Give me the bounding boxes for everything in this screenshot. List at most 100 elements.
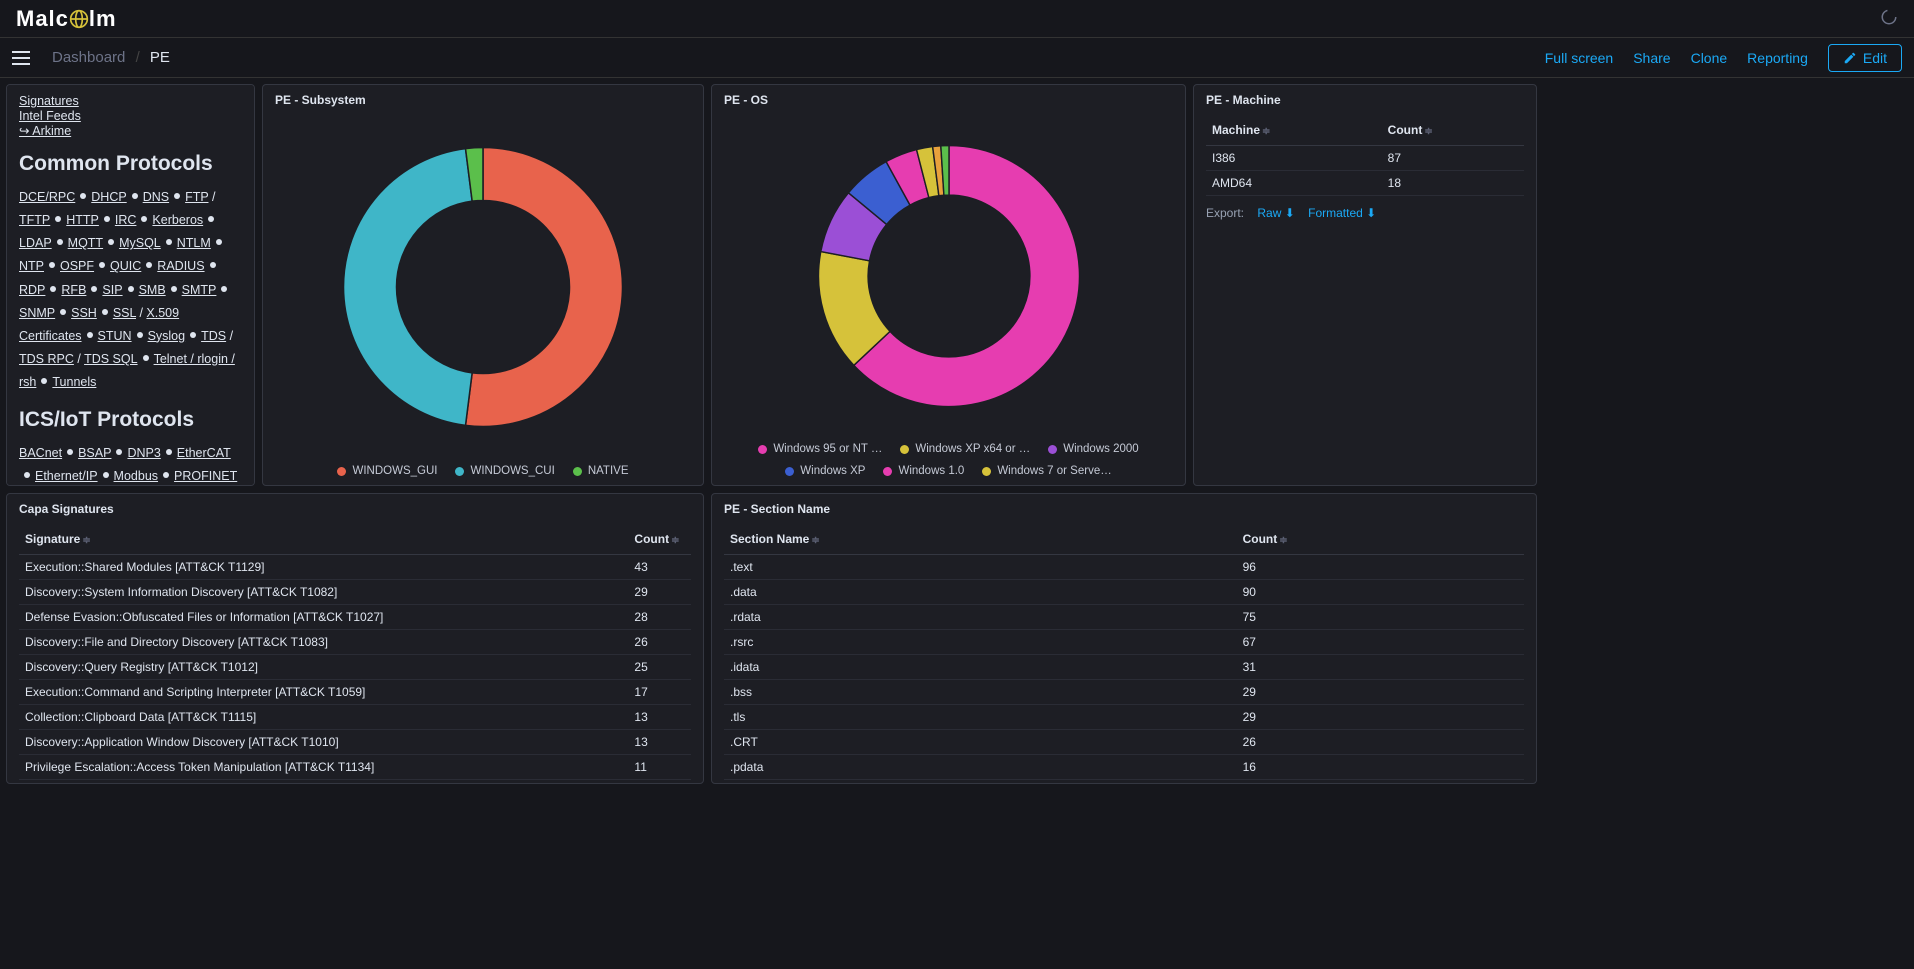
protocol-link[interactable]: DCE/RPC [19,190,75,204]
legend-item[interactable]: Windows 1.0 [883,465,964,477]
protocol-sidebar-panel: SignaturesIntel Feeds↪ Arkime Common Pro… [6,84,255,486]
table-header[interactable]: Signature≑ [19,524,628,555]
protocol-link[interactable]: Syslog [148,329,186,343]
table-row[interactable]: Discovery::Query Registry [ATT&CK T1012]… [19,655,691,680]
table-row[interactable]: .bss29 [724,680,1524,705]
protocol-link[interactable]: SNMP [19,306,55,320]
full-screen-link[interactable]: Full screen [1545,50,1613,66]
protocol-link[interactable]: Ethernet/IP [35,469,98,483]
breadcrumb-root[interactable]: Dashboard [52,49,125,66]
legend-item[interactable]: WINDOWS_CUI [455,465,554,477]
protocol-link[interactable]: QUIC [110,259,141,273]
protocol-link[interactable]: TDS [201,329,226,343]
protocol-link[interactable]: SMTP [182,283,217,297]
table-header[interactable]: Count≑ [628,524,691,555]
sidebar-link[interactable]: Intel Feeds [19,109,81,123]
protocol-link[interactable]: RDP [19,283,45,297]
table-row[interactable]: .pdata16 [724,755,1524,780]
protocol-link[interactable]: LDAP [19,236,52,250]
donut-slice[interactable] [343,149,472,426]
table-row[interactable]: Discovery::Application Window Discovery … [19,730,691,755]
table-row[interactable]: I38687 [1206,146,1524,171]
protocol-link[interactable]: DNS [143,190,169,204]
breadcrumb: Dashboard / PE [52,49,170,66]
app-logo[interactable]: Malclm [16,6,117,32]
table-row[interactable]: Discovery::System Information Discovery … [19,580,691,605]
protocol-link[interactable]: MySQL [119,236,161,250]
table-row[interactable]: Privilege Escalation::Access Token Manip… [19,755,691,780]
protocol-link[interactable]: BACnet [19,446,62,460]
table-row[interactable]: Defense Evasion::Obfuscated Files or Inf… [19,605,691,630]
reporting-link[interactable]: Reporting [1747,50,1808,66]
table-row[interactable]: .data90 [724,580,1524,605]
protocol-link[interactable]: SSL [113,306,136,320]
table-header[interactable]: Count≑ [1382,115,1524,146]
legend-item[interactable]: NATIVE [573,465,629,477]
protocol-link[interactable]: NTP [19,259,44,273]
protocol-link[interactable]: FTP [185,190,208,204]
protocol-link[interactable]: DNP3 [127,446,160,460]
table-row[interactable]: .idata31 [724,655,1524,680]
legend-item[interactable]: WINDOWS_GUI [337,465,437,477]
clone-link[interactable]: Clone [1691,50,1728,66]
legend-item[interactable]: Windows 95 or NT … [758,443,882,455]
export-raw-link[interactable]: Raw ⬇ [1257,206,1294,220]
protocol-link[interactable]: Kerberos [152,213,203,227]
sidebar-link[interactable]: ↪ Arkime [19,124,71,138]
table-row[interactable]: Execution::Command and Scripting Interpr… [19,680,691,705]
os-donut-chart[interactable] [804,131,1094,421]
protocol-link[interactable]: TDS SQL [84,352,138,366]
table-row[interactable]: .rsrc67 [724,630,1524,655]
breadcrumb-current: PE [150,49,170,66]
table-header[interactable]: Count≑ [1237,524,1524,555]
protocol-link[interactable]: Tunnels [52,375,96,389]
loading-indicator [1880,8,1898,29]
legend-item[interactable]: Windows XP [785,465,865,477]
subsystem-donut-chart[interactable] [328,132,638,442]
protocol-link[interactable]: SSH [71,306,97,320]
protocol-link[interactable]: EtherCAT [177,446,231,460]
table-row[interactable]: .tls29 [724,705,1524,730]
protocol-link[interactable]: NTLM [177,236,211,250]
protocol-link[interactable]: OSPF [60,259,94,273]
table-row[interactable]: Defense Evasion::Obfuscated Files or Inf… [19,780,691,785]
table-header[interactable]: Machine≑ [1206,115,1382,146]
menu-toggle[interactable] [12,46,36,70]
protocol-link[interactable]: RADIUS [157,259,204,273]
legend-item[interactable]: Windows 7 or Serve… [982,465,1111,477]
table-row[interactable]: Collection::Clipboard Data [ATT&CK T1115… [19,705,691,730]
sidebar-link[interactable]: Signatures [19,94,79,108]
legend-item[interactable]: Windows XP x64 or … [900,443,1030,455]
table-row[interactable]: AMD6418 [1206,171,1524,196]
protocol-link[interactable]: MQTT [68,236,103,250]
table-row[interactable]: .reloc14 [724,780,1524,785]
table-row[interactable]: Execution::Shared Modules [ATT&CK T1129]… [19,555,691,580]
protocol-link[interactable]: TFTP [19,213,50,227]
legend-item[interactable]: Windows 2000 [1048,443,1138,455]
protocol-link[interactable]: DHCP [91,190,126,204]
export-formatted-link[interactable]: Formatted ⬇ [1308,206,1376,220]
protocol-link[interactable]: PROFINET [174,469,237,483]
protocol-link[interactable]: IRC [115,213,137,227]
panel-title: PE - Subsystem [275,93,691,107]
subsystem-legend: WINDOWS_GUI WINDOWS_CUI NATIVE [337,459,628,479]
table-row[interactable]: .CRT26 [724,730,1524,755]
table-row[interactable]: .text96 [724,555,1524,580]
table-header[interactable]: Section Name≑ [724,524,1237,555]
protocol-link[interactable]: Modbus [114,469,158,483]
panel-title: Capa Signatures [19,502,691,516]
protocol-link[interactable]: SIP [102,283,122,297]
protocol-link[interactable]: STUN [98,329,132,343]
pe-machine-panel: PE - Machine Machine≑Count≑I38687AMD6418… [1193,84,1537,486]
table-row[interactable]: Discovery::File and Directory Discovery … [19,630,691,655]
table-row[interactable]: .rdata75 [724,605,1524,630]
protocol-link[interactable]: TDS RPC [19,352,74,366]
protocol-link[interactable]: BSAP [78,446,111,460]
share-link[interactable]: Share [1633,50,1670,66]
edit-button[interactable]: Edit [1828,44,1902,72]
donut-slice[interactable] [466,148,623,427]
protocol-link[interactable]: RFB [61,283,86,297]
protocol-link[interactable]: SMB [139,283,166,297]
protocol-link[interactable]: HTTP [66,213,99,227]
machine-table: Machine≑Count≑I38687AMD6418 [1206,115,1524,196]
